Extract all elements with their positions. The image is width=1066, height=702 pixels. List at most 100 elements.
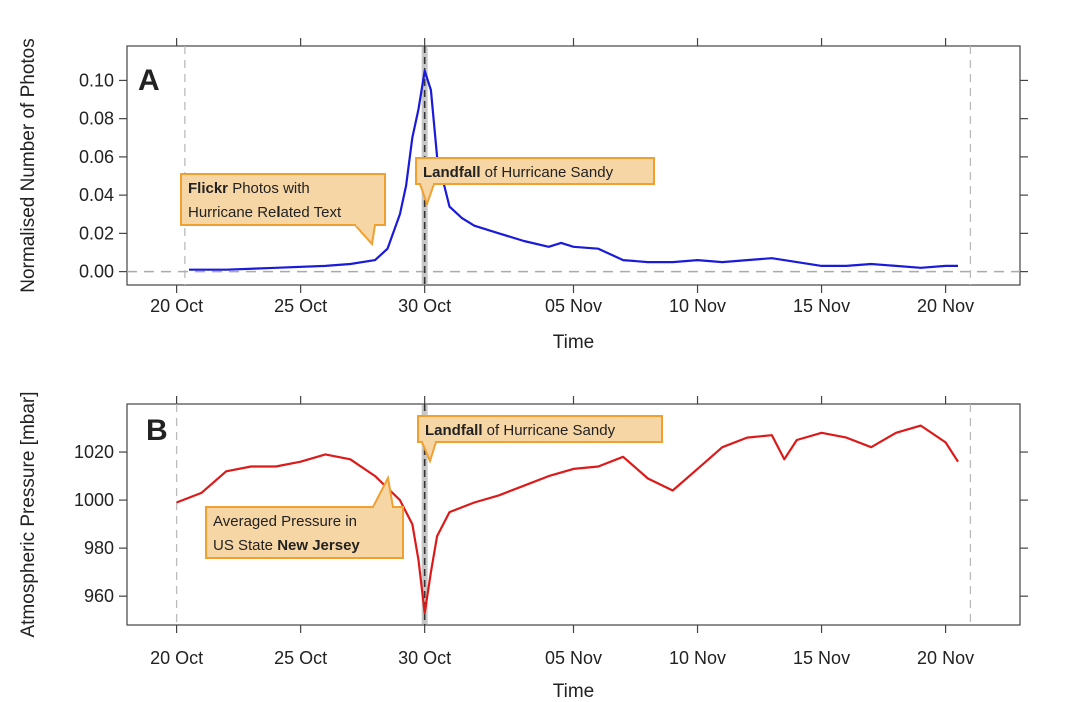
data-point — [957, 461, 958, 462]
data-point — [498, 233, 499, 234]
y-tick-label: 0.02 — [79, 223, 114, 243]
data-point — [747, 437, 748, 438]
data-point — [598, 248, 599, 249]
data-point — [623, 456, 624, 457]
data-point — [560, 242, 561, 243]
data-point — [871, 263, 872, 264]
y-tick-label: 960 — [84, 586, 114, 606]
x-tick-label: 20 Oct — [150, 648, 203, 668]
data-point — [920, 425, 921, 426]
data-point — [424, 70, 425, 71]
data-point — [846, 265, 847, 266]
data-point — [387, 248, 388, 249]
data-point — [430, 572, 431, 573]
x-tick-label: 30 Oct — [398, 648, 451, 668]
y-tick-label: 980 — [84, 538, 114, 558]
x-tick-label: 05 Nov — [545, 648, 602, 668]
data-point — [895, 265, 896, 266]
data-point — [498, 495, 499, 496]
data-point — [325, 454, 326, 455]
data-point — [412, 524, 413, 525]
annotation-box — [205, 506, 404, 559]
data-point — [449, 206, 450, 207]
data-point — [430, 89, 431, 90]
data-point — [573, 246, 574, 247]
annotation-text: Hurricane Related Text — [188, 204, 342, 221]
data-point — [722, 261, 723, 262]
data-point — [784, 459, 785, 460]
y-tick-label: 0.04 — [79, 185, 114, 205]
data-point — [821, 265, 822, 266]
data-point — [226, 471, 227, 472]
y-tick-label: 0.10 — [79, 70, 114, 90]
data-point — [374, 260, 375, 261]
annotation-box — [415, 157, 655, 185]
data-point — [350, 263, 351, 264]
data-point — [405, 185, 406, 186]
data-point — [436, 536, 437, 537]
data-point — [300, 461, 301, 462]
data-point — [188, 269, 189, 270]
x-tick-label: 15 Nov — [793, 296, 850, 316]
data-point — [474, 502, 475, 503]
x-tick-label: 20 Nov — [917, 648, 974, 668]
annotation-text: Averaged Pressure in — [213, 513, 357, 530]
data-point — [747, 260, 748, 261]
data-point — [418, 108, 419, 109]
series-line-0 — [176, 424, 959, 615]
data-point — [647, 478, 648, 479]
y-tick-label: 0.06 — [79, 147, 114, 167]
annotation-text: US State New Jersey — [213, 537, 360, 554]
annotation-callout: Flickr Photos with Hurricane Related Text — [180, 173, 386, 247]
annotation-text: Landfall of Hurricane Sandy — [423, 164, 614, 181]
data-point — [821, 432, 822, 433]
annotation-callout: Averaged Pressure in US State New Jersey — [205, 474, 404, 559]
data-point — [647, 261, 648, 262]
x-tick-label: 25 Oct — [274, 648, 327, 668]
series-line-0 — [189, 69, 958, 271]
data-point — [623, 260, 624, 261]
data-point — [573, 468, 574, 469]
x-tick-label: 15 Nov — [793, 648, 850, 668]
data-point — [418, 560, 419, 561]
data-point — [871, 447, 872, 448]
y-axis-title: Atmospheric Pressure [mbar] — [18, 391, 39, 637]
data-point — [920, 267, 921, 268]
data-point — [325, 265, 326, 266]
x-tick-label: 10 Nov — [669, 296, 726, 316]
data-point — [399, 214, 400, 215]
x-tick-label: 25 Oct — [274, 296, 327, 316]
data-point — [895, 432, 896, 433]
x-tick-label: 05 Nov — [545, 296, 602, 316]
annotation-text: Landfall of Hurricane Sandy — [425, 422, 616, 439]
panel-letter: A — [138, 64, 160, 97]
data-point — [474, 225, 475, 226]
data-point — [548, 246, 549, 247]
x-tick-label: 10 Nov — [669, 648, 726, 668]
data-point — [523, 240, 524, 241]
data-point — [796, 439, 797, 440]
annotation-box — [417, 415, 663, 443]
data-point — [697, 468, 698, 469]
panel-b: 20 Oct 25 Oct 30 Oct 05 Nov 10 Nov 15 Nov 20 N… — [18, 391, 1028, 702]
data-point — [399, 499, 400, 500]
data-point — [449, 511, 450, 512]
data-point — [722, 447, 723, 448]
panel-letter: B — [146, 414, 168, 447]
annotation-pointer — [352, 224, 377, 247]
data-point — [945, 442, 946, 443]
data-point — [412, 137, 413, 138]
data-point — [945, 265, 946, 266]
data-point — [275, 267, 276, 268]
data-point — [250, 466, 251, 467]
y-tick-label: 1020 — [74, 442, 114, 462]
x-tick-label: 20 Oct — [150, 296, 203, 316]
annotation-text: Flickr Photos with — [188, 180, 310, 197]
data-point — [201, 492, 202, 493]
data-point — [424, 612, 425, 613]
data-point — [672, 490, 673, 491]
data-point — [771, 435, 772, 436]
data-point — [350, 459, 351, 460]
annotation-box — [180, 173, 386, 226]
